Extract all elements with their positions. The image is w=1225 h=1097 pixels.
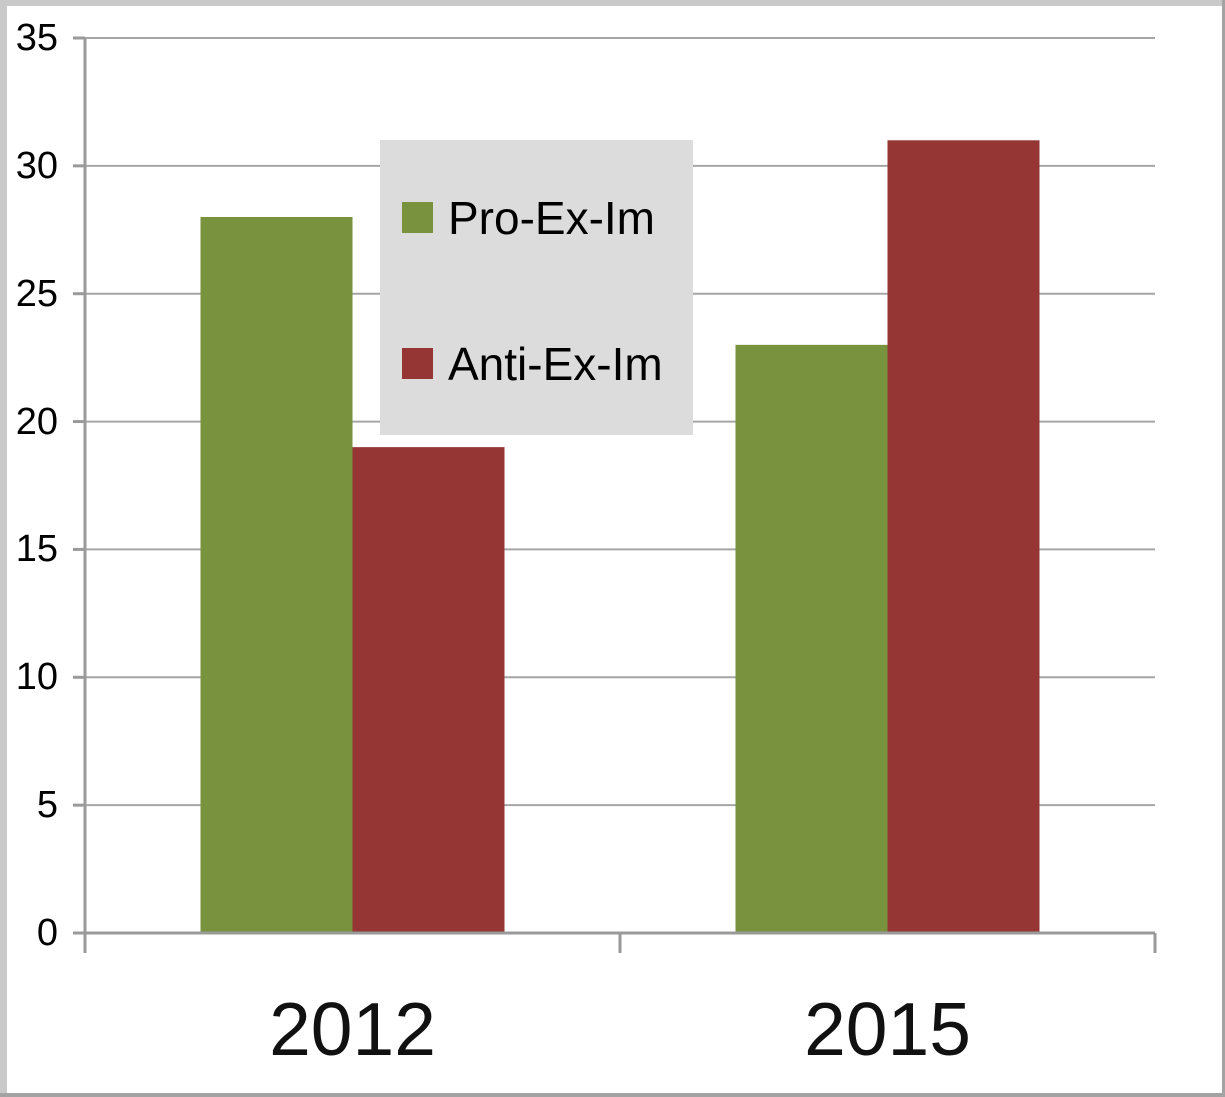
legend-item-anti-ex-im: Anti-Ex-Im (402, 341, 663, 387)
y-axis-tick-label: 5 (36, 784, 58, 827)
legend-item-pro-ex-im: Pro-Ex-Im (402, 195, 655, 241)
y-axis-tick-label: 20 (15, 400, 58, 443)
y-axis-tick-label: 0 (36, 912, 58, 954)
y-axis-tick-label: 30 (15, 144, 58, 187)
bar-anti-ex-im-2012 (352, 447, 505, 933)
legend-label-pro-ex-im: Pro-Ex-Im (448, 191, 655, 244)
y-axis-tick-label: 15 (15, 528, 58, 571)
y-axis-tick-label: 35 (15, 17, 58, 59)
bar-anti-ex-im-2015 (887, 140, 1040, 934)
legend: Pro-Ex-Im Anti-Ex-Im (380, 140, 693, 435)
legend-label-anti-ex-im: Anti-Ex-Im (448, 337, 663, 390)
frame-border-left (0, 0, 7, 1097)
y-axis-tick-label: 10 (15, 656, 58, 699)
legend-swatch-pro-ex-im-icon (402, 202, 433, 233)
frame-border-top (0, 0, 1225, 6)
bar-pro-ex-im-2012 (200, 217, 353, 933)
frame-border-bottom (0, 1093, 1225, 1097)
frame-border-right (1222, 0, 1225, 1097)
y-axis-tick-label: 25 (15, 272, 58, 315)
x-axis-category-label: 2015 (804, 987, 971, 1071)
bar-pro-ex-im-2015 (735, 344, 888, 933)
x-axis-category-label: 2012 (269, 987, 436, 1071)
legend-swatch-anti-ex-im-icon (402, 348, 433, 379)
